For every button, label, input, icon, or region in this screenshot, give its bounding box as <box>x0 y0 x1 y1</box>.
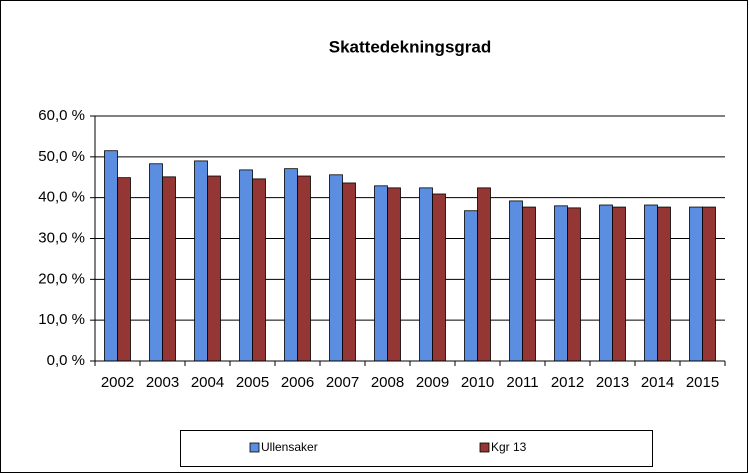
legend-label: Ullensaker <box>261 440 318 454</box>
bar <box>329 174 343 362</box>
x-tick-label: 2009 <box>416 374 449 391</box>
bar <box>297 175 311 362</box>
bar <box>644 204 658 362</box>
bar <box>554 205 568 362</box>
bar <box>149 163 163 362</box>
y-tick-label: 50,0 % <box>38 148 85 165</box>
bar <box>522 206 536 362</box>
x-tick-label: 2013 <box>596 374 629 391</box>
x-tick-label: 2011 <box>506 374 538 391</box>
y-tick-label: 0,0 % <box>47 352 85 369</box>
legend-swatch <box>249 442 260 453</box>
legend-label: Kgr 13 <box>491 440 527 454</box>
bar <box>239 169 253 362</box>
bar <box>509 200 523 362</box>
bar <box>342 182 356 362</box>
x-tick-label: 2007 <box>326 374 359 391</box>
x-tick-label: 2012 <box>551 374 584 391</box>
bar <box>477 187 491 362</box>
x-tick-label: 2002 <box>101 374 134 391</box>
bar <box>657 206 671 362</box>
bar <box>567 207 581 362</box>
y-tick-label: 60,0 % <box>38 107 85 124</box>
bar <box>104 150 118 362</box>
bar <box>252 178 266 362</box>
x-tick-label: 2008 <box>371 374 404 391</box>
bar <box>284 168 298 362</box>
bar <box>702 206 716 362</box>
bar <box>419 187 433 362</box>
bar <box>612 206 626 362</box>
chart-title: Skattedekningsgrad <box>329 37 492 56</box>
legend-swatch <box>479 442 490 453</box>
x-tick-label: 2003 <box>146 374 179 391</box>
y-tick-label: 10,0 % <box>38 311 85 328</box>
y-tick-label: 40,0 % <box>38 189 85 206</box>
bar <box>464 210 478 362</box>
bar <box>117 177 131 362</box>
bar <box>689 206 703 362</box>
x-tick-label: 2004 <box>191 374 224 391</box>
bar <box>432 193 446 362</box>
x-tick-label: 2010 <box>461 374 494 391</box>
x-tick-label: 2015 <box>686 374 719 391</box>
bar <box>599 204 613 362</box>
y-tick-label: 30,0 % <box>38 229 85 246</box>
y-tick-label: 20,0 % <box>38 270 85 287</box>
bar <box>194 160 208 362</box>
bar <box>207 175 221 362</box>
bar <box>387 187 401 362</box>
x-tick-label: 2005 <box>236 374 269 391</box>
bar <box>162 176 176 362</box>
x-tick-label: 2014 <box>641 374 674 391</box>
bar <box>374 185 388 362</box>
x-tick-label: 2006 <box>281 374 314 391</box>
